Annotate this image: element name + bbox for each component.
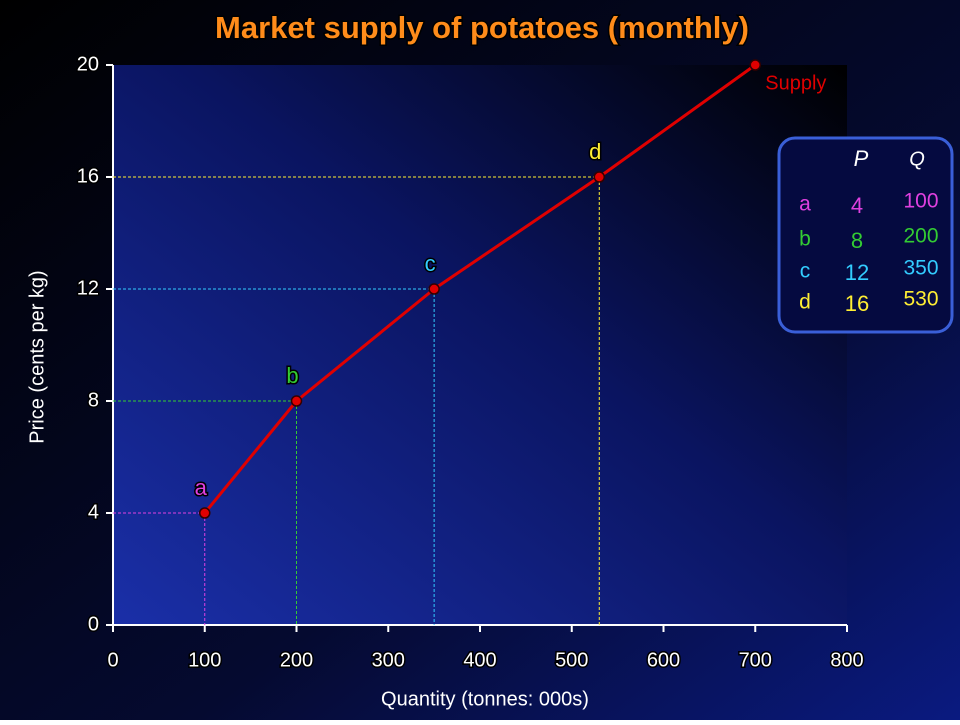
x-tick-label: 500 xyxy=(555,649,588,671)
point-label: a xyxy=(195,475,208,500)
x-tick-label: 200 xyxy=(280,649,313,671)
x-tick-label: 100 xyxy=(188,649,221,671)
table-p: 4 xyxy=(851,193,863,218)
table-header: P xyxy=(854,146,869,171)
data-point xyxy=(593,171,606,183)
x-tick-label: 400 xyxy=(463,649,496,671)
plot-area xyxy=(113,65,847,625)
y-tick-label: 4 xyxy=(88,501,99,523)
y-axis-title: Price (cents per kg) xyxy=(26,270,48,443)
table-p: 16 xyxy=(845,291,869,316)
x-tick-label: 800 xyxy=(830,649,863,671)
point-label: d xyxy=(589,139,601,164)
table-letter: c xyxy=(800,260,811,283)
table-q: 350 xyxy=(903,257,938,280)
table-letter: a xyxy=(799,193,811,216)
data-point xyxy=(749,59,761,71)
series-label: Supply xyxy=(765,72,826,94)
y-tick-label: 16 xyxy=(77,165,99,187)
table-p: 8 xyxy=(851,228,863,253)
point-label: b xyxy=(286,363,298,388)
table-p: 12 xyxy=(845,260,869,285)
chart-title: Market supply of potatoes (monthly) xyxy=(215,10,749,45)
y-tick-label: 20 xyxy=(77,53,99,75)
data-point xyxy=(428,283,440,295)
legend-table xyxy=(777,136,954,334)
y-tick-label: 12 xyxy=(77,277,99,299)
x-tick-label: 300 xyxy=(372,649,405,671)
x-axis-title: Quantity (tonnes: 000s) xyxy=(381,688,589,710)
table-q: 100 xyxy=(903,190,938,213)
table-q: 200 xyxy=(903,225,938,248)
point-label: c xyxy=(425,251,436,276)
x-tick-label: 700 xyxy=(739,649,772,671)
y-tick-label: 8 xyxy=(88,389,99,411)
y-tick-label: 0 xyxy=(88,613,99,635)
table-letter: d xyxy=(799,291,811,314)
data-point xyxy=(199,507,211,519)
table-letter: b xyxy=(799,228,811,251)
x-tick-label: 600 xyxy=(647,649,680,671)
x-tick-label: 0 xyxy=(107,649,118,671)
table-q: 530 xyxy=(903,288,938,311)
table-header: Q xyxy=(909,148,925,170)
data-point xyxy=(290,395,303,407)
